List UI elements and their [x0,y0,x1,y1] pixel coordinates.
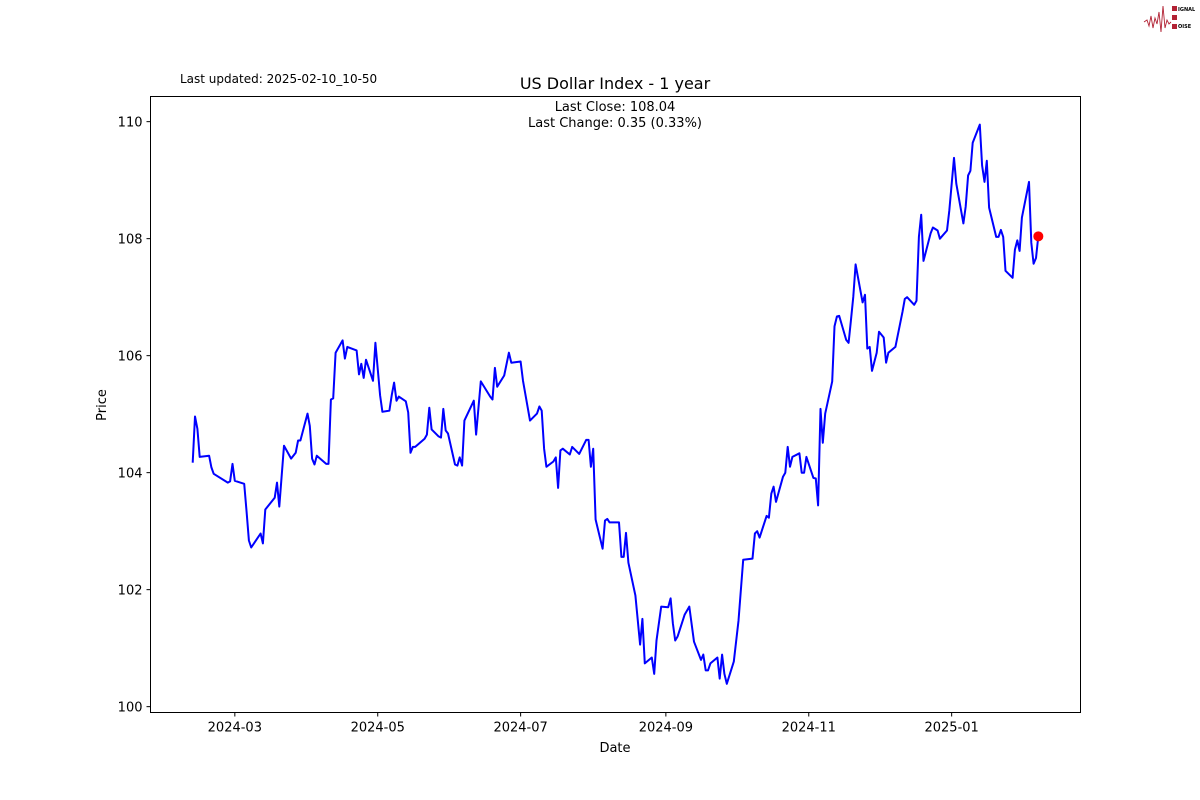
y-tick-label: 104 [118,467,143,482]
x-tick-label: 2024-09 [639,721,693,736]
x-tick-label: 2024-05 [351,721,405,736]
svg-text:IGNAL: IGNAL [1178,7,1195,13]
x-tick-label: 2024-11 [782,721,836,736]
y-tick-label: 106 [118,350,143,365]
y-axis-label: Price [95,389,110,421]
chart-title: US Dollar Index - 1 year [520,74,711,93]
logo-waveform-icon [1143,5,1172,33]
y-tick-label: 102 [118,584,143,599]
x-tick-label: 2024-07 [493,721,547,736]
x-tick-label: 2024-03 [208,721,262,736]
last-change-annotation: Last Change: 0.35 (0.33%) [528,116,702,131]
y-tick-label: 100 [118,701,143,716]
y-tick-label: 108 [118,233,143,248]
y-tick-label: 110 [118,116,143,131]
price-line [191,123,1040,685]
logo: IGNAL OISE [1143,5,1195,33]
x-tick-label: 2025-01 [924,721,978,736]
plot-frame [150,96,1081,713]
last-close-annotation: Last Close: 108.04 [555,100,676,115]
last-updated-label: Last updated: 2025-02-10_10-50 [180,72,377,86]
last-close-marker [1033,231,1044,242]
svg-text:OISE: OISE [1178,24,1192,30]
x-axis-label: Date [599,741,630,756]
